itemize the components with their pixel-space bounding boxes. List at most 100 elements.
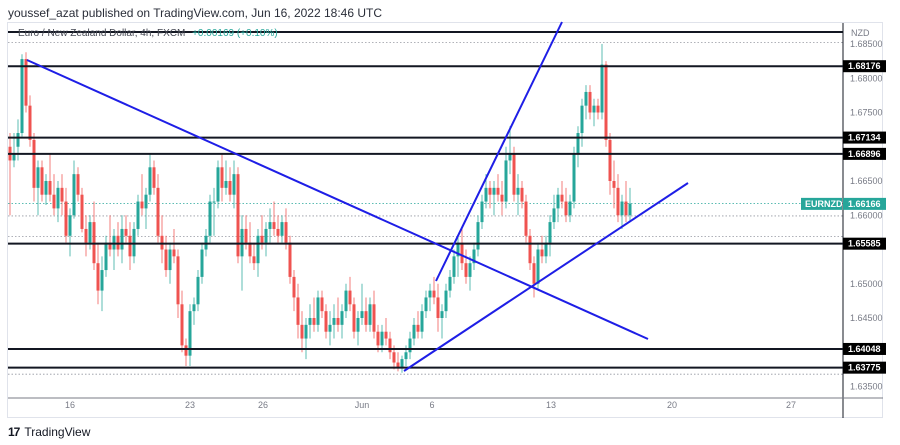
candle-body [260, 235, 264, 243]
candle-body [448, 276, 452, 291]
level-price-badge [843, 342, 886, 355]
trendline-ascending-support[interactable] [403, 182, 689, 372]
time-tick-label: 6 [429, 400, 434, 410]
candle-body [504, 160, 508, 202]
candle-body [68, 215, 72, 236]
candle-body [400, 359, 404, 368]
level-price-text: 1.64048 [848, 344, 881, 354]
candle-body [604, 64, 608, 140]
candle-body [220, 167, 224, 188]
candle-body [312, 318, 316, 325]
candle-body [76, 174, 80, 195]
candle-body [32, 139, 36, 188]
candle-body [572, 153, 576, 202]
candle-body [536, 249, 540, 284]
candle-body [616, 187, 620, 216]
candle-body [276, 228, 280, 236]
price-tick-label: 1.67500 [850, 108, 883, 118]
candle-body [28, 105, 32, 140]
candle-body [160, 235, 164, 250]
candle-body [408, 338, 412, 353]
candle-body [336, 318, 340, 325]
candle-body [180, 304, 184, 346]
candle-body [52, 194, 56, 209]
price-tick-label: 1.64500 [850, 313, 883, 323]
level-price-text: 1.68176 [848, 61, 881, 71]
candle-body [404, 352, 408, 360]
candle-body [204, 235, 208, 250]
candle-body [168, 249, 172, 271]
candle-body [60, 187, 64, 202]
candle-body [468, 263, 472, 277]
brand-name: TradingView [24, 425, 91, 439]
candle-body [192, 304, 196, 312]
candle-body [228, 181, 232, 195]
candle-body [328, 324, 332, 332]
candle-body [44, 181, 48, 195]
candle-body [144, 194, 148, 209]
candle-body [108, 242, 112, 250]
trendline-descending-resistance[interactable] [26, 59, 649, 340]
candle-body [240, 228, 244, 257]
candle-body [172, 249, 176, 257]
candle-body [104, 242, 108, 271]
candle-body [304, 324, 308, 339]
candle-body [300, 324, 304, 339]
candle-body [324, 311, 328, 332]
candle-body [580, 105, 584, 134]
candle-body [268, 222, 272, 229]
publish-info: youssef_azat published on TradingView.co… [8, 6, 383, 20]
candle-body [216, 167, 220, 202]
candle-body [56, 187, 60, 209]
candle-body [520, 187, 524, 202]
price-tick-label: 1.66000 [850, 210, 883, 220]
time-tick-label: 23 [185, 400, 195, 410]
symbol-description: Euro / New Zealand Dollar, 4h, FXCM [18, 28, 186, 39]
price-tick-label: 1.63500 [850, 382, 883, 392]
candle-body [288, 242, 292, 277]
candle-body [540, 249, 544, 257]
symbol-legend: Euro / New Zealand Dollar, 4h, FXCM +0.0… [18, 28, 278, 39]
candle-body [620, 201, 624, 216]
candle-body [444, 290, 448, 312]
candle-body [80, 194, 84, 229]
candle-body [248, 242, 252, 257]
candle-body [128, 235, 132, 257]
candle-body [588, 91, 592, 113]
candle-body [512, 153, 516, 195]
current-price-text: 1.66166 [848, 199, 881, 209]
level-price-badge [843, 147, 886, 160]
candle-body [488, 187, 492, 195]
candle-body [72, 174, 76, 216]
ticker-badge [801, 197, 842, 210]
candle-body [524, 201, 528, 236]
candle-body [528, 235, 532, 264]
candle-body [452, 256, 456, 277]
candle-body [188, 311, 192, 356]
chart-frame[interactable] [7, 22, 883, 418]
candle-body [464, 263, 468, 277]
candle-body [376, 331, 380, 346]
candle-body [596, 105, 600, 113]
candle-body [124, 228, 128, 236]
candle-body [600, 64, 604, 113]
candle-body [272, 222, 276, 229]
candle-body [340, 311, 344, 325]
candle-body [64, 201, 68, 236]
candle-body [516, 187, 520, 195]
candle-body [232, 174, 236, 195]
candle-body [292, 276, 296, 298]
candle-body [164, 249, 168, 271]
time-tick-label: 20 [667, 400, 677, 410]
candle-body [100, 270, 104, 291]
candle-body [256, 235, 260, 264]
candle-body [612, 181, 616, 188]
level-price-badge [843, 361, 886, 374]
level-price-badge [843, 60, 886, 73]
tradingview-logo[interactable]: 17 TradingView [8, 425, 90, 439]
candle-body [184, 345, 188, 356]
candle-body [356, 318, 360, 332]
candle-body [472, 249, 476, 264]
trendline-steep-ascending[interactable] [435, 21, 563, 282]
